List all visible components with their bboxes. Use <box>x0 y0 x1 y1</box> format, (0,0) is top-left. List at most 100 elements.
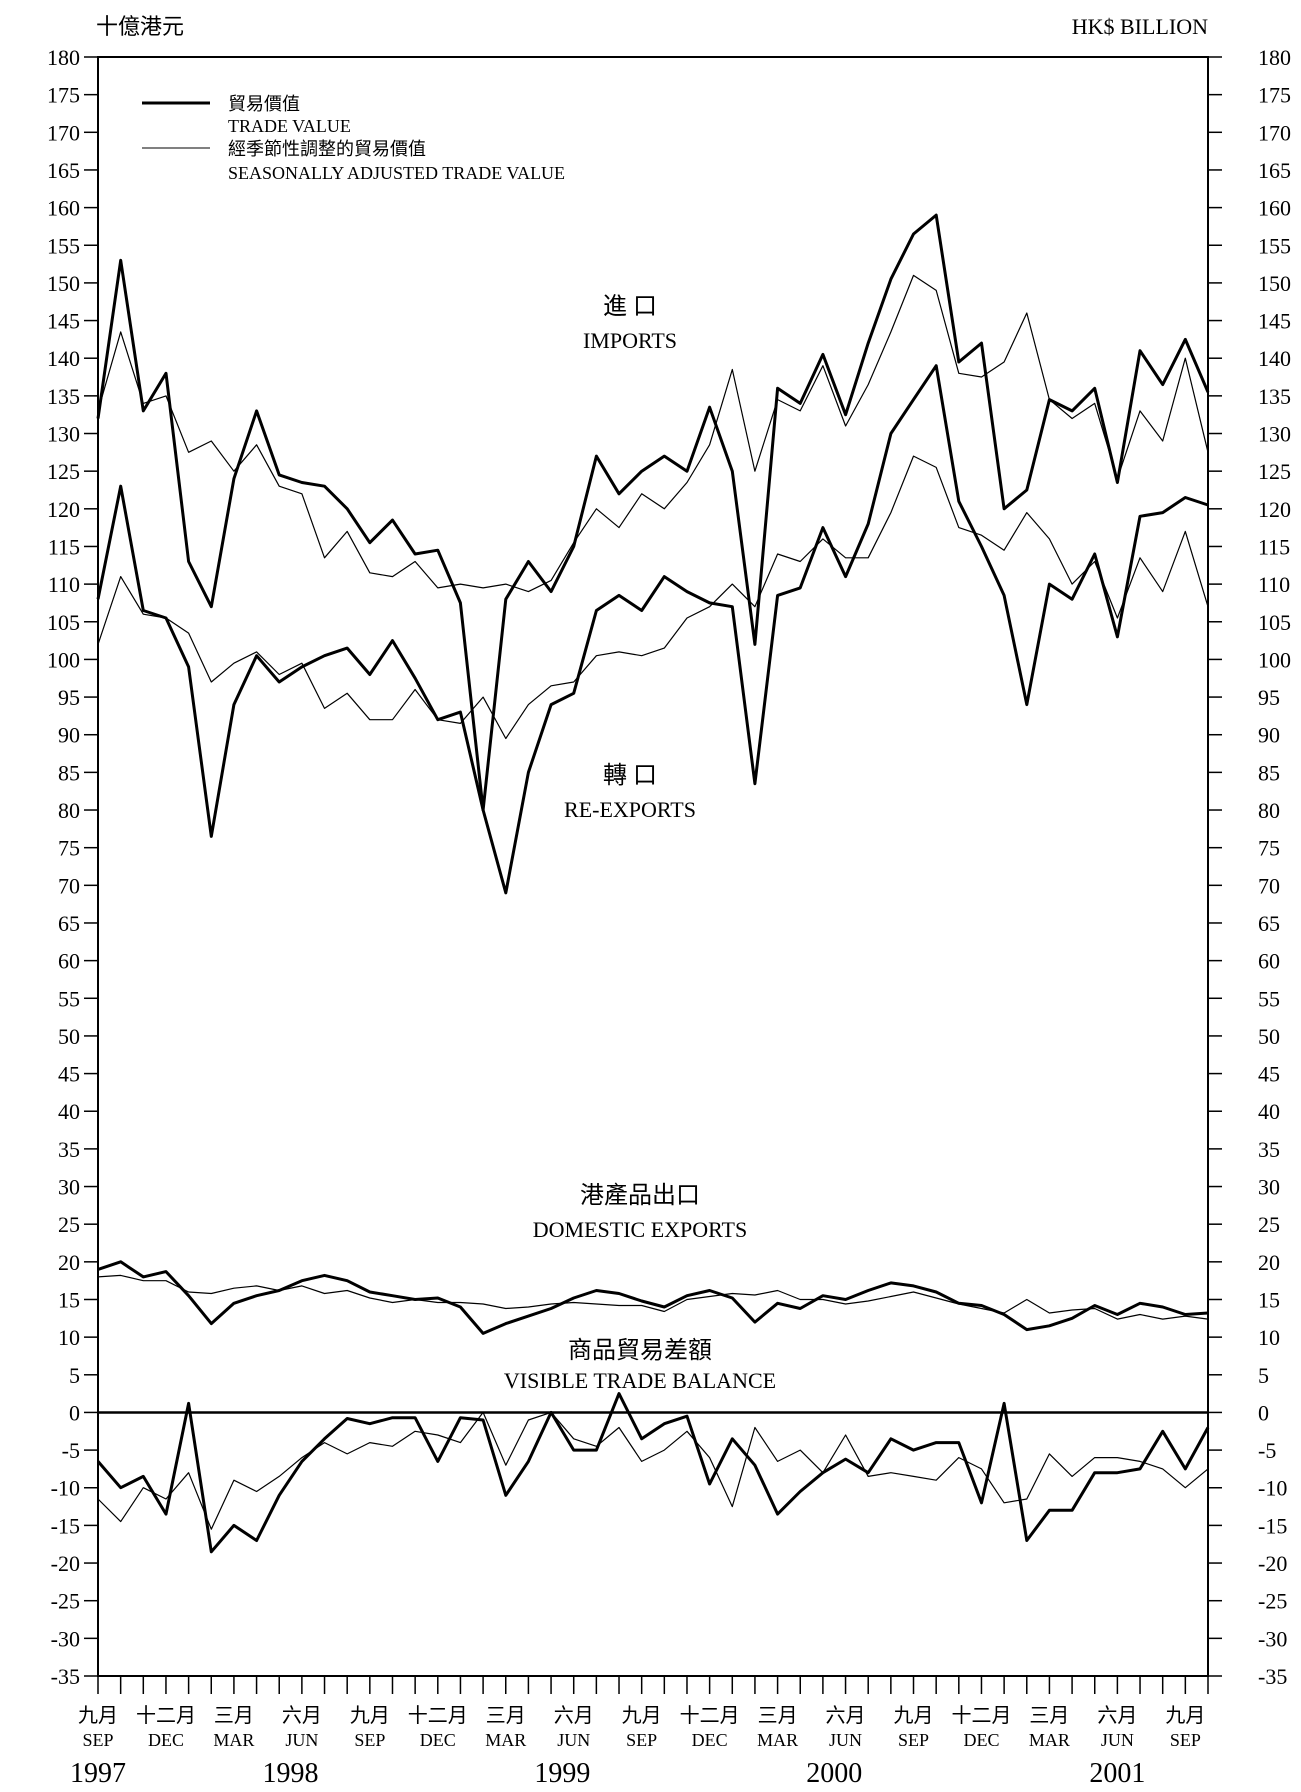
legend: 貿易價值 TRADE VALUE 經季節性調整的貿易價值 SEASONALLY … <box>142 94 565 183</box>
y-tick-label-left: 140 <box>47 346 80 371</box>
y-tick-label-left: 170 <box>47 120 80 145</box>
y-tick-label-left: -15 <box>51 1513 80 1538</box>
x-month-label-en: MAR <box>757 1730 798 1750</box>
x-year-label: 1997 <box>70 1758 126 1789</box>
x-month-label-en: SEP <box>626 1730 657 1750</box>
x-month-label-cn: 十二月 <box>951 1704 1011 1727</box>
unit-label-left: 十億港元 <box>96 14 184 39</box>
y-tick-label-right: 165 <box>1258 158 1291 183</box>
x-month-label-cn: 十二月 <box>680 1704 740 1727</box>
series-line-0 <box>96 213 1210 812</box>
y-tick-label-left: 105 <box>47 610 80 635</box>
x-month-label-en: JUN <box>829 1730 862 1750</box>
x-month-label-en: SEP <box>1170 1730 1201 1750</box>
x-month-label-cn: 十二月 <box>408 1704 468 1727</box>
y-tick-label-left: 165 <box>47 158 80 183</box>
y-tick-label-left: 150 <box>47 271 80 296</box>
y-tick-label-right: 10 <box>1258 1325 1280 1350</box>
y-tick-label-left: 90 <box>58 723 80 748</box>
series-line-5 <box>97 1274 1209 1320</box>
y-tick-label-left: 40 <box>58 1099 80 1124</box>
y-tick-label-left: 10 <box>58 1325 80 1350</box>
y-tick-label-right: 170 <box>1258 120 1291 145</box>
y-tick-label-left: -30 <box>51 1626 80 1651</box>
y-tick-label-left: 25 <box>58 1212 80 1237</box>
x-month-label-cn: 三月 <box>758 1705 798 1727</box>
y-tick-label-right: 65 <box>1258 911 1280 936</box>
reexports-label-cn: 轉 口 <box>603 762 657 789</box>
domestic-exports-label-cn: 港產品出口 <box>580 1182 700 1209</box>
y-tick-label-right: 150 <box>1258 271 1291 296</box>
y-tick-label-right: 70 <box>1258 873 1280 898</box>
x-month-label-cn: 九月 <box>350 1704 390 1727</box>
y-tick-label-left: -20 <box>51 1551 80 1576</box>
y-tick-label-left: 55 <box>58 986 80 1011</box>
y-tick-label-right: 5 <box>1258 1363 1269 1388</box>
y-tick-label-left: 5 <box>69 1363 80 1388</box>
y-tick-label-right: 50 <box>1258 1024 1280 1049</box>
x-axis: 九月 SEP 十二月 DEC 三月 MAR 六月 JUN 九月 SEP 十二月 DEC 三月 MAR 六月 J… <box>70 1676 1209 1789</box>
x-month-label-cn: 九月 <box>78 1704 118 1727</box>
series-line-4 <box>97 1260 1209 1335</box>
y-tick-label-left: 115 <box>48 534 80 559</box>
y-tick-label-right: 125 <box>1258 459 1291 484</box>
y-tick-label-left: 70 <box>58 873 80 898</box>
x-month-label-cn: 三月 <box>486 1705 526 1727</box>
y-tick-label-left: 110 <box>48 572 80 597</box>
y-tick-label-right: -25 <box>1258 1589 1287 1614</box>
y-tick-label-right: 110 <box>1258 572 1290 597</box>
y-tick-label-right: 155 <box>1258 233 1291 258</box>
y-tick-label-right: 95 <box>1258 685 1280 710</box>
y-tick-label-left: 125 <box>47 459 80 484</box>
y-tick-label-left: -35 <box>51 1664 80 1689</box>
legend-item-sa-value-cn: 經季節性調整的貿易價值 <box>228 139 426 159</box>
y-tick-label-right: 145 <box>1258 309 1291 334</box>
y-tick-label-left: 95 <box>58 685 80 710</box>
unit-label-right: HK$ BILLION <box>1072 14 1208 39</box>
x-year-label: 2001 <box>1089 1758 1145 1789</box>
series-line-7 <box>97 1411 1209 1530</box>
x-month-label-en: JUN <box>285 1730 318 1750</box>
y-tick-label-right: 80 <box>1258 798 1280 823</box>
y-tick-label-left: 75 <box>58 836 80 861</box>
y-tick-label-left: 15 <box>58 1287 80 1312</box>
x-month-label-en: MAR <box>1029 1730 1070 1750</box>
y-tick-label-left: 45 <box>58 1062 80 1087</box>
y-tick-label-left: -25 <box>51 1589 80 1614</box>
y-tick-label-right: 160 <box>1258 196 1291 221</box>
y-tick-label-right: -35 <box>1258 1664 1287 1689</box>
y-tick-label-right: 100 <box>1258 647 1291 672</box>
x-month-label-en: JUN <box>1101 1730 1134 1750</box>
imports-label-en: IMPORTS <box>583 328 677 353</box>
domestic-exports-label-en: DOMESTIC EXPORTS <box>533 1217 747 1242</box>
reexports-label-en: RE-EXPORTS <box>564 797 696 822</box>
y-tick-label-left: 65 <box>58 911 80 936</box>
y-tick-label-left: 20 <box>58 1250 80 1275</box>
y-tick-label-left: 130 <box>47 422 80 447</box>
y-tick-label-right: 180 <box>1258 45 1291 70</box>
y-tick-label-right: -10 <box>1258 1476 1287 1501</box>
plot-frame <box>97 56 1209 1677</box>
y-axis-right: -35 -30 -25 -20 -15 -10 -5 0 5 10 15 20 25 30 35 40 45 50… <box>1208 45 1291 1689</box>
y-tick-label-left: 180 <box>47 45 80 70</box>
legend-item-trade-value-en: TRADE VALUE <box>228 116 351 136</box>
imports-label-cn: 進 口 <box>603 293 657 320</box>
y-tick-label-right: 35 <box>1258 1137 1280 1162</box>
y-tick-label-right: -5 <box>1258 1438 1276 1463</box>
y-tick-label-left: 155 <box>47 233 80 258</box>
x-month-label-en: SEP <box>354 1730 385 1750</box>
x-month-label-cn: 九月 <box>1165 1704 1205 1727</box>
x-month-label-cn: 十二月 <box>136 1704 196 1727</box>
y-tick-label-right: 115 <box>1258 534 1290 559</box>
y-tick-label-left: 175 <box>47 83 80 108</box>
y-tick-label-left: -5 <box>62 1438 80 1463</box>
x-month-label-en: DEC <box>963 1730 999 1750</box>
y-tick-label-right: 175 <box>1258 83 1291 108</box>
y-tick-label-left: 100 <box>47 647 80 672</box>
trade-balance-label-en: VISIBLE TRADE BALANCE <box>504 1368 776 1393</box>
y-tick-label-right: 105 <box>1258 610 1291 635</box>
y-tick-label-right: 90 <box>1258 723 1280 748</box>
y-tick-label-right: 0 <box>1258 1400 1269 1425</box>
x-month-label-en: MAR <box>485 1730 526 1750</box>
